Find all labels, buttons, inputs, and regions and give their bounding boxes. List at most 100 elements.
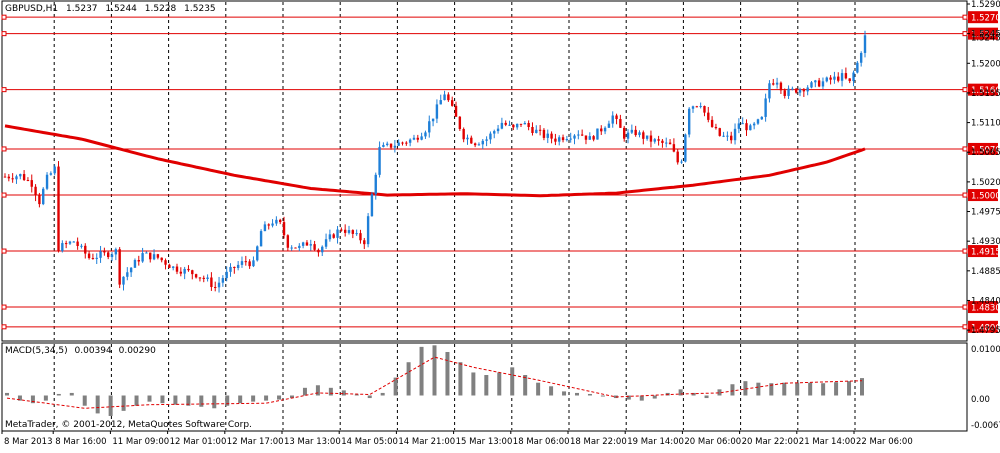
candle-body <box>470 137 473 144</box>
main-panel-frame <box>1 0 968 342</box>
horizontal-levels[interactable]: 1.5270 1.5245 1.5160 1.5070 1.5000 1.4915 1.48… <box>1 11 1000 333</box>
candle-body <box>129 267 133 273</box>
macd-bar <box>549 386 554 396</box>
candle-body <box>114 249 118 255</box>
candle-body <box>493 131 496 134</box>
time-axis: 8 Mar 2013 8 Mar 16:00 11 Mar 09:00 12 Mar … <box>1 431 913 447</box>
macd-bar <box>484 375 489 396</box>
candle-body <box>779 82 783 91</box>
macd-bar <box>756 382 761 396</box>
candle-body <box>745 123 748 131</box>
candle-body <box>649 135 653 142</box>
macd-bar <box>17 395 22 401</box>
candle-body <box>19 174 22 177</box>
candle-body <box>512 124 515 128</box>
candle-body <box>726 135 729 137</box>
macd-axis-top: 0.01006 <box>971 345 1000 355</box>
macd-bar <box>82 395 87 406</box>
time-tick-label: 8 Mar 16:00 <box>55 437 106 447</box>
candle-body <box>279 219 282 223</box>
macd-bar <box>199 395 204 407</box>
macd-bar <box>69 392 74 396</box>
price-tick-label: 1.5110 <box>971 119 1000 129</box>
candle-body <box>626 132 630 139</box>
macd-bar <box>704 395 709 399</box>
candle-body <box>707 112 710 120</box>
candle-body <box>821 81 825 87</box>
candle-body <box>454 105 458 117</box>
candle-body <box>110 254 114 258</box>
candle-body <box>466 137 469 140</box>
candle-body <box>623 127 626 139</box>
macd-bar <box>186 395 191 406</box>
candle-body <box>103 251 106 253</box>
level-handle-left <box>1 87 7 93</box>
candle-body <box>363 240 366 245</box>
candle-body <box>42 188 45 205</box>
time-tick-label: 14 Mar 21:00 <box>398 437 455 447</box>
candle-body <box>179 271 183 274</box>
level-handle-right <box>962 192 968 198</box>
candle-body <box>665 142 668 144</box>
candle-body <box>49 173 53 175</box>
macd-bar <box>834 382 839 396</box>
candle-body <box>248 261 251 267</box>
candle-body <box>710 119 714 127</box>
macd-bar <box>510 367 515 396</box>
candle-body <box>806 87 809 92</box>
candle-body <box>645 135 649 139</box>
candle-body <box>580 134 584 136</box>
level-handle-right <box>962 31 968 37</box>
candle-body <box>412 137 416 140</box>
macd-bar <box>782 382 787 396</box>
candle-body <box>573 135 576 139</box>
macd-bar <box>536 382 541 396</box>
time-tick-label: 8 Mar 2013 <box>4 437 52 447</box>
candle-body <box>833 76 836 80</box>
candle-body <box>370 194 374 217</box>
candle-body <box>668 142 672 145</box>
candle-body <box>431 118 435 122</box>
level-price-label: 1.5270 <box>971 14 1000 24</box>
candle-body <box>30 180 33 187</box>
candle-body <box>783 90 786 96</box>
moving-average-line <box>4 124 866 198</box>
macd-bar <box>134 395 139 406</box>
candle-body <box>691 106 695 109</box>
candle-body <box>271 223 274 226</box>
macd-bar <box>225 395 230 406</box>
candle-body <box>584 135 588 140</box>
macd-bar <box>419 346 424 396</box>
macd-bar <box>121 395 126 411</box>
time-tick-label: 12 Mar 17:00 <box>227 437 284 447</box>
copyright-text: MetaTrader, © 2001-2012, MetaQuotes Soft… <box>5 420 252 430</box>
level-price-label: 1.4800 <box>971 323 1000 333</box>
candle-body <box>703 106 706 113</box>
level-price-tag <box>968 320 998 333</box>
candle-body <box>531 127 534 133</box>
candle-body <box>672 144 676 152</box>
macd-bar <box>5 392 9 396</box>
candle-body <box>366 216 370 245</box>
candle-body <box>133 260 137 268</box>
candle-body <box>236 264 240 269</box>
candle-body <box>122 276 125 285</box>
candle-body <box>328 234 332 240</box>
macd-bar <box>523 375 528 396</box>
candle-body <box>733 128 737 141</box>
candle-body <box>439 100 442 105</box>
candle-body <box>275 219 278 224</box>
macd-bar <box>367 395 372 399</box>
candle-body <box>477 144 481 146</box>
candle-body <box>489 133 492 140</box>
candle-body <box>718 128 721 136</box>
candle-body <box>244 261 247 263</box>
level-handle-right <box>962 146 968 152</box>
candle-body <box>317 249 320 253</box>
candle-body <box>282 222 286 236</box>
macd-bar <box>315 385 320 396</box>
candle-body <box>401 142 404 144</box>
macd-histogram <box>5 345 864 416</box>
